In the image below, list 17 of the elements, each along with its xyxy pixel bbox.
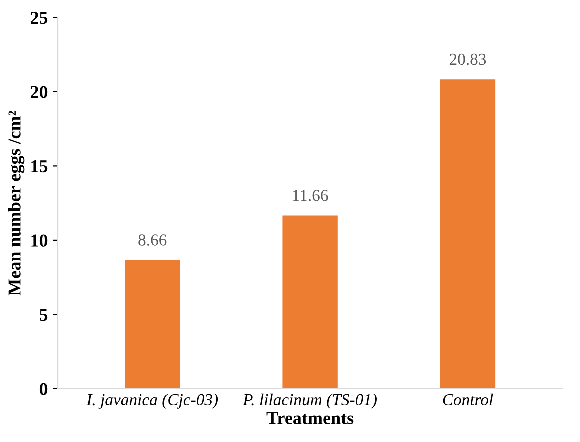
bar [282, 216, 338, 389]
data-label: 11.66 [293, 190, 328, 202]
y-axis-title: Mean number eggs /cm² [8, 111, 25, 296]
y-tick-label: 15 [32, 160, 48, 173]
y-tick-label: 20 [30, 86, 48, 98]
bar [125, 260, 180, 389]
x-tick-label: I. javanica (Cjc-03) [86, 394, 218, 409]
x-axis-title: Treatments [266, 412, 354, 424]
y-tick-label: 10 [32, 234, 48, 247]
bar [440, 80, 496, 389]
data-label: 8.66 [138, 234, 167, 246]
data-label: 20.83 [450, 54, 486, 66]
y-tick-label: 25 [30, 12, 48, 24]
x-tick-label: Control [443, 394, 494, 406]
y-tick-label: 5 [40, 309, 48, 322]
y-tick-label: 0 [40, 383, 48, 396]
x-tick-label: P. lilacinum (TS-01) [243, 394, 377, 409]
